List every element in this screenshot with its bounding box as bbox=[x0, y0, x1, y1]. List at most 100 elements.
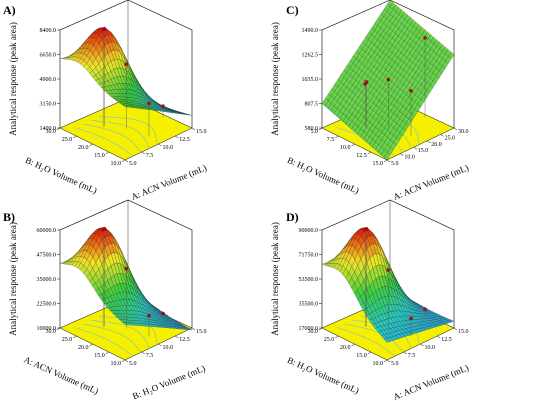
left-tick-mark bbox=[105, 351, 109, 355]
design-point bbox=[423, 307, 427, 311]
box-frame bbox=[321, 0, 455, 128]
right-tick-mark bbox=[440, 134, 444, 137]
design-point bbox=[161, 311, 165, 316]
left-tick-label: 15.0 bbox=[373, 161, 384, 167]
left-tick-mark bbox=[73, 335, 77, 339]
design-point bbox=[147, 101, 151, 106]
right-tick-label: 7.5 bbox=[146, 353, 154, 359]
left-tick-mark bbox=[335, 335, 339, 339]
right-tick-mark bbox=[403, 351, 407, 355]
floor-contour bbox=[90, 320, 150, 349]
z-tick-label: 22500.0 bbox=[37, 302, 57, 308]
right-tick-label: 12.5 bbox=[179, 137, 190, 143]
design-point bbox=[364, 227, 369, 231]
z-tick-label: 10000.0 bbox=[37, 326, 57, 332]
z-tick-label: 1490.0 bbox=[302, 28, 319, 34]
chart-panel-a: A) 1400.0 3150.0 4900.0 6650.0 8400.0 Analytic… bbox=[3, 0, 208, 202]
design-point bbox=[102, 26, 107, 31]
z-tick-label: 1262.5 bbox=[302, 53, 319, 59]
left-axis-title: A: ACN Volume (mL) bbox=[22, 354, 100, 396]
left-axis-title: B: H₂O Volume (mL) bbox=[286, 155, 361, 196]
right-tick-label: 10.0 bbox=[425, 345, 436, 351]
z-tick-label: 90000.0 bbox=[299, 228, 319, 234]
right-tick-label: 25.0 bbox=[445, 135, 456, 141]
left-tick-label: 30.0 bbox=[46, 329, 57, 335]
floor-contour bbox=[74, 127, 134, 157]
left-tick-mark bbox=[56, 327, 61, 331]
right-tick-label: 20.0 bbox=[431, 142, 442, 148]
left-axis-title: B: H₂O Volume (mL) bbox=[24, 155, 99, 196]
right-tick-mark bbox=[175, 335, 179, 339]
z-tick-label: 3150.0 bbox=[40, 102, 57, 108]
z-tick-label: 580.0 bbox=[305, 126, 319, 132]
right-tick-mark bbox=[141, 351, 145, 355]
left-tick-mark bbox=[73, 135, 77, 139]
left-tick-mark bbox=[383, 359, 388, 363]
right-tick-mark bbox=[124, 359, 129, 363]
box-frame bbox=[59, 0, 193, 128]
left-tick-label: 15.0 bbox=[94, 353, 105, 359]
panel-letter: D) bbox=[286, 210, 299, 224]
floor-contour bbox=[336, 327, 396, 357]
design-point bbox=[409, 89, 413, 93]
floor-contour bbox=[90, 120, 150, 149]
right-tick-label: 15.0 bbox=[196, 129, 207, 135]
right-tick-mark bbox=[427, 140, 431, 144]
left-tick-mark bbox=[351, 143, 355, 147]
left-tick-label: 20.0 bbox=[340, 345, 351, 351]
left-tick-mark bbox=[383, 159, 388, 163]
response-surface bbox=[59, 27, 193, 116]
design-point bbox=[147, 314, 151, 318]
left-tick-mark bbox=[351, 343, 355, 347]
design-point bbox=[423, 36, 427, 40]
left-tick-mark bbox=[105, 151, 109, 155]
right-tick-mark bbox=[453, 127, 458, 131]
left-tick-mark bbox=[56, 127, 61, 131]
right-tick-mark bbox=[453, 327, 458, 331]
panel-letter: A) bbox=[3, 3, 16, 17]
right-tick-mark bbox=[158, 143, 162, 147]
right-axis-title: A: ACN Volume (mL) bbox=[392, 163, 470, 202]
left-tick-label: 25.0 bbox=[62, 137, 73, 143]
left-tick-label: 12.5 bbox=[356, 153, 367, 159]
floor-contour bbox=[82, 123, 142, 153]
right-tick-label: 10.0 bbox=[163, 145, 174, 151]
right-tick-label: 15.0 bbox=[196, 329, 207, 335]
left-tick-label: 5.0 bbox=[311, 129, 319, 135]
design-point bbox=[364, 80, 369, 84]
left-tick-label: 10.0 bbox=[340, 145, 351, 151]
left-tick-mark bbox=[89, 343, 93, 347]
z-tick-label: 60000.0 bbox=[37, 228, 57, 234]
right-tick-mark bbox=[420, 343, 424, 347]
z-axis-title: Analytical response (peak area) bbox=[8, 22, 18, 136]
design-point bbox=[124, 62, 129, 67]
left-tick-label: 20.0 bbox=[78, 145, 89, 151]
z-tick-label: 6650.0 bbox=[40, 53, 57, 59]
right-tick-label: 7.5 bbox=[408, 353, 416, 359]
panel-letter: C) bbox=[286, 3, 299, 17]
right-axis-title: A: ACN Volume (mL) bbox=[130, 163, 208, 202]
chart-panel-b: B) 10000.0 22500.0 35000.0 47500.0 60000.0 Ana… bbox=[3, 199, 207, 401]
right-tick-label: 15.0 bbox=[458, 329, 469, 335]
z-tick-label: 4900.0 bbox=[40, 77, 57, 83]
z-axis-title: Analytical response (peak area) bbox=[8, 222, 18, 336]
design-point bbox=[386, 77, 391, 82]
left-tick-label: 10.0 bbox=[111, 361, 122, 367]
left-tick-label: 7.5 bbox=[327, 137, 335, 143]
right-tick-label: 5.0 bbox=[129, 361, 137, 367]
chart-panel-c: C) 580.0 807.5 1035.0 1262.5 1490.0 Analytical… bbox=[270, 0, 470, 202]
design-point bbox=[102, 227, 107, 231]
right-tick-mark bbox=[400, 153, 404, 156]
response-surface bbox=[59, 227, 193, 331]
right-tick-mark bbox=[175, 135, 179, 139]
left-tick-label: 20.0 bbox=[78, 345, 89, 351]
left-tick-label: 15.0 bbox=[94, 153, 105, 159]
panel-letter: B) bbox=[3, 210, 15, 224]
right-tick-mark bbox=[386, 159, 391, 163]
left-tick-label: 10.0 bbox=[373, 361, 384, 367]
left-tick-mark bbox=[367, 151, 371, 155]
left-tick-mark bbox=[367, 351, 371, 355]
z-tick-label: 1400.0 bbox=[40, 126, 57, 132]
z-tick-label: 35500.0 bbox=[299, 302, 319, 308]
